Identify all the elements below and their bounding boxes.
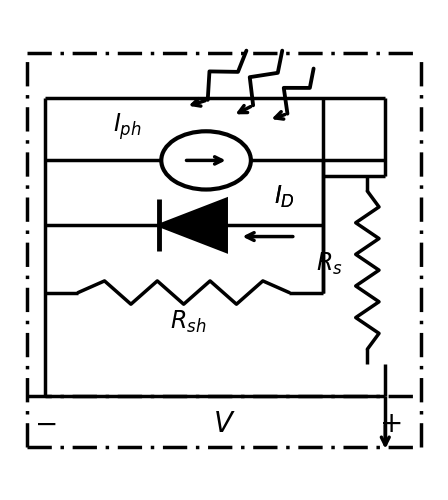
Text: $I_{ph}$: $I_{ph}$ xyxy=(113,112,142,142)
Text: $-$: $-$ xyxy=(34,411,56,438)
Text: $I_D$: $I_D$ xyxy=(274,184,295,210)
Text: $R_s$: $R_s$ xyxy=(316,250,343,276)
Text: $+$: $+$ xyxy=(379,411,401,438)
Polygon shape xyxy=(159,200,226,252)
Text: $I_D$: $I_D$ xyxy=(274,184,295,210)
Text: $V$: $V$ xyxy=(213,411,235,438)
Text: $R_{sh}$: $R_{sh}$ xyxy=(170,308,207,335)
